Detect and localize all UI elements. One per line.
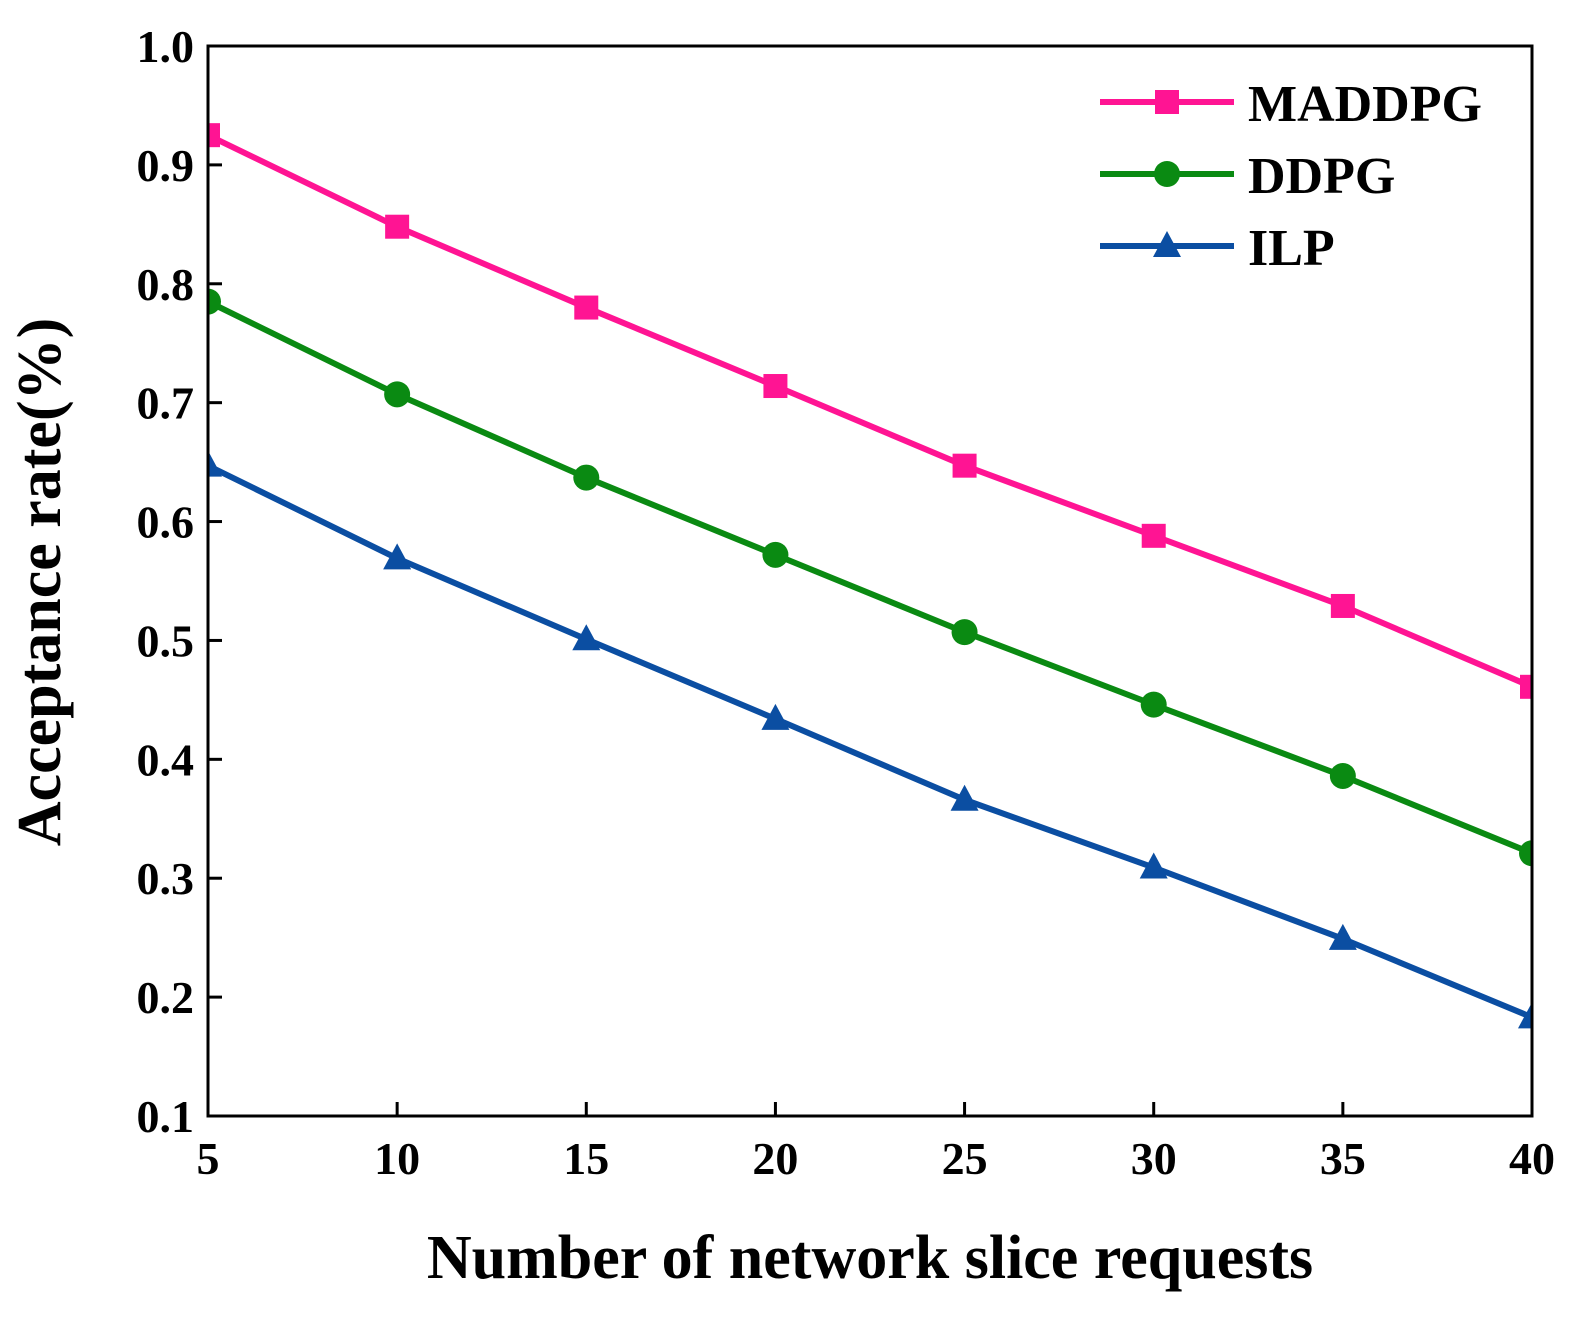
y-tick-label-1.0: 1.0 — [137, 21, 195, 72]
data-point-maddpg-35 — [1330, 593, 1355, 618]
y-tick-label-0.1: 0.1 — [137, 1091, 195, 1142]
data-point-ilp-25 — [950, 784, 979, 811]
data-point-maddpg-15 — [574, 295, 599, 320]
data-point-ilp-10 — [383, 543, 412, 570]
data-point-ilp-15 — [572, 624, 601, 651]
data-point-ddpg-10 — [384, 381, 411, 408]
x-tick-label-40: 40 — [1509, 1133, 1555, 1184]
y-tick-label-0.7: 0.7 — [137, 378, 195, 429]
data-point-ilp-5 — [208, 450, 222, 477]
data-point-ilp-30 — [1139, 852, 1168, 879]
legend: MADDPG DDPG ILP — [1100, 76, 1482, 277]
data-point-ilp-40 — [1518, 1002, 1532, 1029]
data-point-ddpg-30 — [1140, 691, 1167, 718]
x-tick-label-5: 5 — [197, 1133, 220, 1184]
data-point-maddpg-30 — [1141, 523, 1166, 548]
data-point-ddpg-15 — [573, 464, 600, 491]
legend-label-ilp: ILP — [1248, 220, 1335, 277]
data-point-ddpg-25 — [951, 619, 978, 646]
legend-marker-maddpg — [1155, 90, 1179, 114]
legend-label-ddpg: DDPG — [1248, 148, 1395, 205]
x-tick-label-10: 10 — [374, 1133, 420, 1184]
x-tick-label-20: 20 — [752, 1133, 798, 1184]
series-line-ilp — [208, 462, 1532, 1021]
x-tick-label-15: 15 — [563, 1133, 609, 1184]
axis-frame — [206, 44, 1534, 1118]
axes: 5 10 15 20 25 30 35 40 0.1 0.2 0.3 0.4 0.5 0.6 0.7 0.8 0… — [137, 21, 1556, 1184]
plot-clipped — [208, 123, 1532, 1029]
y-tick-label-0.3: 0.3 — [137, 853, 195, 904]
y-tick-label-0.4: 0.4 — [137, 734, 195, 785]
data-point-maddpg-20 — [763, 374, 788, 399]
x-tick-label-30: 30 — [1131, 1133, 1177, 1184]
data-point-maddpg-25 — [952, 453, 977, 478]
data-point-ddpg-40 — [1519, 840, 1532, 867]
y-tick-label-0.9: 0.9 — [137, 140, 195, 191]
data-point-maddpg-5 — [208, 123, 220, 148]
x-tick-label-35: 35 — [1320, 1133, 1366, 1184]
y-tick-label-0.2: 0.2 — [137, 972, 195, 1023]
data-point-ilp-35 — [1328, 923, 1357, 950]
data-point-maddpg-10 — [385, 214, 410, 239]
legend-marker-ilp — [1153, 231, 1181, 257]
y-axis-title: Acceptance rate(%) — [6, 318, 74, 846]
series-line-ddpg — [208, 298, 1532, 857]
x-tick-label-25: 25 — [942, 1133, 988, 1184]
data-point-ddpg-20 — [762, 541, 789, 568]
data-point-maddpg-40 — [1520, 674, 1532, 699]
plot-area — [208, 123, 1532, 1029]
legend-marker-ddpg — [1154, 161, 1180, 187]
data-point-ddpg-5 — [208, 288, 221, 315]
y-tick-label-0.6: 0.6 — [137, 497, 195, 548]
series-line-maddpg — [208, 132, 1532, 690]
y-tick-label-0.5: 0.5 — [137, 615, 195, 666]
y-tick-label-0.8: 0.8 — [137, 259, 195, 310]
x-axis-title: Number of network slice requests — [427, 1224, 1313, 1292]
data-point-ilp-20 — [761, 703, 790, 730]
legend-label-maddpg: MADDPG — [1248, 76, 1482, 133]
data-point-ddpg-35 — [1329, 762, 1356, 789]
